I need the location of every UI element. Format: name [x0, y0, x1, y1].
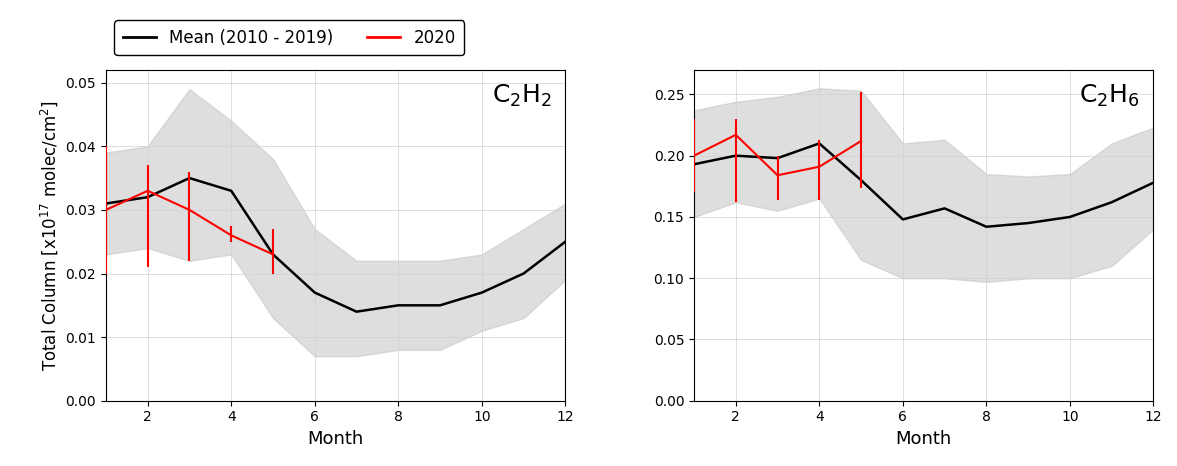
Y-axis label: Total Column [x10$^{17}$ molec/cm$^2$]: Total Column [x10$^{17}$ molec/cm$^2$] — [39, 100, 60, 370]
Mean (2010 - 2019) — [474, 290, 488, 295]
Mean (2010 - 2019) — [224, 188, 238, 193]
Mean (2010 - 2019) — [1063, 214, 1077, 220]
Mean (2010 - 2019) — [558, 239, 572, 245]
Mean (2010 - 2019) — [391, 302, 405, 308]
X-axis label: Month: Month — [307, 430, 364, 448]
Legend: Mean (2010 - 2019), 2020: Mean (2010 - 2019), 2020 — [114, 21, 464, 55]
Mean (2010 - 2019) — [307, 290, 321, 295]
Line: Mean (2010 - 2019): Mean (2010 - 2019) — [106, 178, 565, 312]
Line: Mean (2010 - 2019): Mean (2010 - 2019) — [694, 144, 1153, 227]
Text: C$_2$H$_6$: C$_2$H$_6$ — [1079, 83, 1139, 110]
Mean (2010 - 2019) — [99, 201, 113, 206]
Mean (2010 - 2019) — [729, 153, 743, 158]
Mean (2010 - 2019) — [433, 302, 447, 308]
Mean (2010 - 2019) — [1146, 180, 1161, 185]
Mean (2010 - 2019) — [855, 178, 869, 183]
Mean (2010 - 2019) — [140, 194, 154, 200]
Mean (2010 - 2019) — [517, 271, 531, 276]
Mean (2010 - 2019) — [771, 155, 785, 161]
Mean (2010 - 2019) — [350, 309, 364, 315]
Mean (2010 - 2019) — [938, 206, 952, 211]
Mean (2010 - 2019) — [979, 224, 993, 230]
X-axis label: Month: Month — [896, 430, 952, 448]
Mean (2010 - 2019) — [687, 161, 701, 167]
Mean (2010 - 2019) — [812, 141, 826, 146]
Mean (2010 - 2019) — [1105, 199, 1119, 205]
Mean (2010 - 2019) — [1022, 220, 1036, 226]
Text: C$_2$H$_2$: C$_2$H$_2$ — [492, 83, 552, 110]
Mean (2010 - 2019) — [182, 175, 197, 181]
Mean (2010 - 2019) — [896, 217, 910, 222]
Mean (2010 - 2019) — [266, 252, 280, 257]
